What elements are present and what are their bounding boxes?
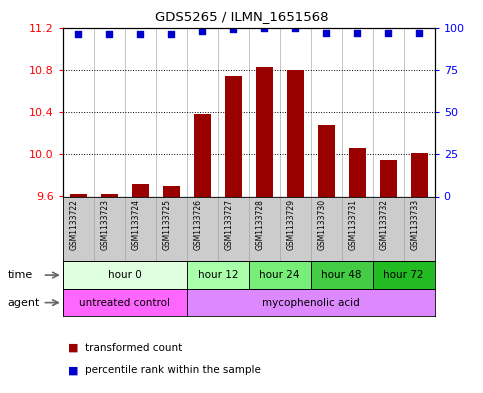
Point: [136, 31, 144, 37]
Text: GSM1133723: GSM1133723: [100, 199, 109, 250]
Text: GSM1133730: GSM1133730: [317, 199, 326, 250]
Bar: [187, 289, 435, 316]
Bar: [318, 125, 335, 196]
Bar: [187, 261, 249, 289]
Point: [322, 29, 330, 36]
Text: GSM1133733: GSM1133733: [410, 199, 419, 250]
Bar: [63, 289, 187, 316]
Point: [384, 29, 392, 36]
Bar: [163, 186, 180, 196]
Text: transformed count: transformed count: [85, 343, 182, 353]
Bar: [311, 261, 373, 289]
Text: mycophenolic acid: mycophenolic acid: [262, 298, 360, 308]
Bar: [70, 195, 87, 196]
Bar: [287, 70, 304, 196]
Text: ■: ■: [68, 343, 78, 353]
Text: agent: agent: [7, 298, 40, 308]
Text: GSM1133724: GSM1133724: [131, 199, 140, 250]
Text: hour 72: hour 72: [384, 270, 424, 280]
Text: GSM1133728: GSM1133728: [255, 199, 264, 250]
Point: [229, 26, 237, 32]
Bar: [132, 184, 149, 196]
Bar: [380, 160, 397, 196]
Point: [415, 29, 423, 36]
Text: time: time: [7, 270, 32, 280]
Bar: [249, 261, 311, 289]
Text: GSM1133727: GSM1133727: [224, 199, 233, 250]
Point: [291, 25, 299, 31]
Point: [168, 31, 175, 37]
Text: GSM1133726: GSM1133726: [193, 199, 202, 250]
Point: [105, 31, 113, 37]
Text: GSM1133725: GSM1133725: [162, 199, 171, 250]
Text: GSM1133731: GSM1133731: [348, 199, 357, 250]
Bar: [256, 66, 273, 196]
Bar: [101, 195, 118, 196]
Text: hour 0: hour 0: [108, 270, 142, 280]
Bar: [194, 114, 211, 196]
Point: [260, 25, 268, 31]
Bar: [225, 76, 242, 196]
Bar: [63, 261, 187, 289]
Point: [354, 29, 361, 36]
Text: percentile rank within the sample: percentile rank within the sample: [85, 365, 260, 375]
Text: untreated control: untreated control: [79, 298, 170, 308]
Point: [199, 28, 206, 34]
Bar: [349, 148, 366, 196]
Text: GSM1133722: GSM1133722: [69, 199, 78, 250]
Bar: [411, 153, 428, 196]
Point: [74, 31, 82, 37]
Text: hour 12: hour 12: [198, 270, 238, 280]
Text: GSM1133729: GSM1133729: [286, 199, 295, 250]
Text: GDS5265 / ILMN_1651568: GDS5265 / ILMN_1651568: [155, 10, 328, 23]
Bar: [373, 261, 435, 289]
Text: hour 24: hour 24: [259, 270, 300, 280]
Text: GSM1133732: GSM1133732: [379, 199, 388, 250]
Text: hour 48: hour 48: [322, 270, 362, 280]
Text: ■: ■: [68, 365, 78, 375]
